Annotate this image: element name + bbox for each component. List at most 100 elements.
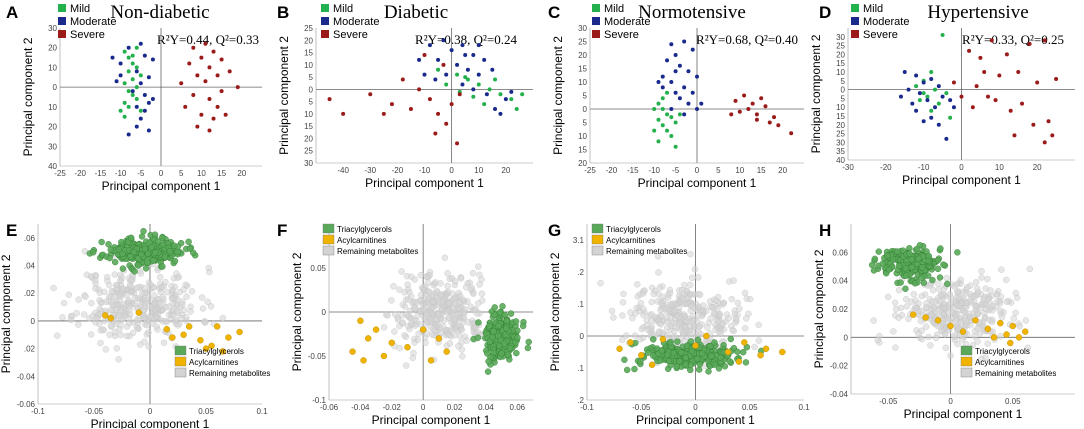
remaining-metabolite-point [153,323,160,330]
remaining-metabolite-point [706,298,714,305]
y-tick-label: 25 [836,130,845,139]
triacylglycerol-point [186,245,194,252]
remaining-metabolite-point [99,326,107,333]
triacylglycerol-point [90,249,97,256]
remaining-metabolite-point [1026,265,1034,273]
data-point-moderate [422,72,427,77]
x-tick-label: -0.1 [31,407,45,416]
x-tick-label: -15 [95,169,107,178]
x-tick-label: 5 [179,169,184,178]
x-tick-label: -20 [392,166,404,175]
remaining-metabolite-point [92,277,99,284]
remaining-metabolite-point [143,321,151,329]
data-point-mild [138,73,143,78]
triacylglycerol-point [490,328,497,335]
triacylglycerol-point [491,311,498,318]
triacylglycerol-point [906,250,913,257]
remaining-metabolite-point [143,331,151,338]
acylcarnitine-point [959,328,967,335]
triacylglycerol-point [514,334,521,341]
triacylglycerol-point [166,248,173,255]
data-point-severe [789,131,794,136]
triacylglycerol-point [676,358,683,365]
x-tick-label: 5 [716,166,721,175]
triacylglycerol-point [875,248,882,255]
remaining-metabolite-point [87,273,95,280]
data-point-severe [959,94,964,99]
data-point-mild [520,92,525,97]
legend-swatch [322,245,335,256]
remaining-metabolite-point [446,340,454,347]
remaining-metabolite-point [420,306,428,313]
data-point-mild [122,49,127,54]
triacylglycerol-point [940,261,947,268]
legend-swatch [58,30,66,38]
remaining-metabolite-point [415,330,422,338]
data-point-severe [427,97,432,102]
legend-label: Acylcarnitines [189,358,238,367]
data-point-mild [126,89,131,94]
acylcarnitine-point [627,339,634,346]
data-point-mild [656,101,661,106]
remaining-metabolite-point [932,334,940,342]
remaining-metabolite-point [126,303,133,310]
remaining-metabolite-point [410,349,417,357]
data-point-moderate [925,98,930,103]
triacylglycerol-point [908,256,915,263]
triacylglycerol-point [495,322,502,330]
triacylglycerol-point [707,342,714,350]
x-axis-label: Principal component 1 [91,417,210,429]
acylcarnitine-point [692,342,699,349]
remaining-metabolite-point [404,296,412,303]
data-point-severe [195,124,200,129]
y-tick-label: -0.02 [830,362,849,371]
remaining-metabolite-point [123,332,130,340]
remaining-metabolite-point [417,271,425,279]
data-point-moderate [699,101,704,106]
y-tick-label: 35 [836,147,845,156]
data-point-severe [989,38,994,43]
remaining-metabolite-point [469,269,477,277]
data-point-mild [444,82,449,87]
remaining-metabolite-point [137,270,145,277]
data-point-severe [441,62,446,67]
data-point-severe [982,70,987,74]
x-tick-label: 20 [501,166,510,175]
data-point-moderate [126,132,131,137]
data-point-mild [673,120,678,125]
remaining-metabolite-point [736,305,743,312]
remaining-metabolite-point [891,299,899,306]
remaining-metabolite-point [892,344,899,351]
data-point-moderate [673,53,678,57]
remaining-metabolite-point [115,312,123,319]
remaining-metabolite-point [687,250,694,258]
data-point-severe [1016,70,1021,74]
remaining-metabolite-point [755,321,762,329]
acylcarnitine-point [922,314,929,321]
triacylglycerol-point [879,260,887,267]
remaining-metabolite-point [634,281,641,288]
remaining-metabolite-point [162,278,169,286]
data-point-severe [203,41,208,46]
acylcarnitine-point [616,345,623,353]
remaining-metabolite-point [664,291,672,298]
remaining-metabolite-point [915,330,922,337]
legend-swatch [58,17,66,25]
remaining-metabolite-point [183,293,190,300]
remaining-metabolite-point [619,336,626,344]
acylcarnitine-point [427,357,435,364]
triacylglycerol-point [174,248,181,256]
remaining-metabolite-point [985,296,992,303]
data-point-moderate [660,85,665,90]
remaining-metabolite-point [713,297,720,304]
remaining-metabolite-point [619,312,626,319]
triacylglycerol-point [504,351,512,358]
triacylglycerol-point [159,234,166,242]
data-point-moderate [677,96,682,101]
legend-swatch [592,17,600,25]
triacylglycerol-point [142,265,150,272]
legend-swatch [591,245,604,256]
remaining-metabolite-point [974,338,981,345]
remaining-metabolite-point [978,267,985,275]
triacylglycerol-point [895,262,903,270]
